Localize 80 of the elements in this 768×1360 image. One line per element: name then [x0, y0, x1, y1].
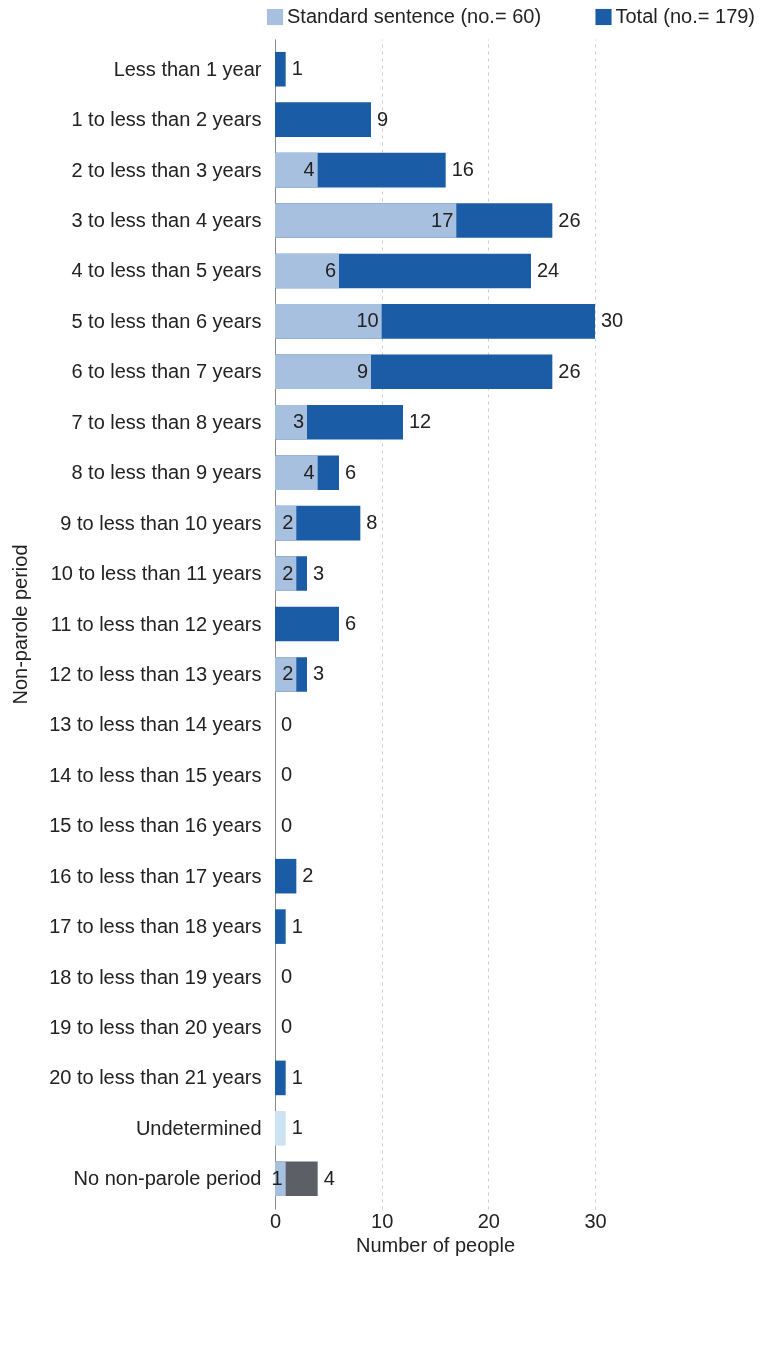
- y-axis-title: Non-parole period: [8, 544, 31, 705]
- data-label: 4: [303, 158, 315, 181]
- y-tick-label: 20 to less than 21 years: [49, 1066, 262, 1089]
- x-tick-label: 0: [269, 1209, 282, 1232]
- data-label: 26: [558, 359, 581, 382]
- y-tick-label: 1 to less than 2 years: [71, 108, 262, 131]
- bar: [275, 455, 318, 490]
- bar: [275, 102, 371, 137]
- bar: [275, 858, 297, 894]
- data-label: 6: [345, 612, 357, 634]
- data-label: 3: [313, 662, 325, 685]
- data-label: 30: [601, 309, 624, 332]
- x-tick-label: 10: [371, 1209, 394, 1232]
- legend-label: Total (no.= 179): [615, 5, 756, 27]
- x-tick-label: 20: [477, 1209, 500, 1232]
- data-label: 0: [281, 763, 293, 786]
- data-label: 1: [291, 57, 303, 80]
- legend-label: Standard sentence (no.= 60): [287, 5, 542, 27]
- data-label: 0: [281, 712, 293, 735]
- x-tick-label: 30: [584, 1209, 607, 1232]
- y-tick-label: Undetermined: [135, 1116, 262, 1139]
- bar: [275, 203, 457, 238]
- y-tick-label: 3 to less than 4 years: [71, 209, 262, 232]
- bar: [275, 354, 371, 390]
- data-label: 9: [377, 107, 389, 130]
- bar: [275, 909, 286, 944]
- y-tick-label: 2 to less than 3 years: [71, 158, 262, 181]
- y-tick-label: No non-parole period: [73, 1167, 262, 1190]
- data-label: 3: [292, 410, 304, 433]
- x-axis-title: Number of people: [356, 1233, 515, 1256]
- data-label: 6: [324, 258, 336, 281]
- data-label: 2: [282, 662, 294, 685]
- bar: [275, 1060, 286, 1096]
- y-tick-label: 11 to less than 12 years: [50, 612, 262, 635]
- y-tick-label: 16 to less than 17 years: [49, 864, 262, 887]
- y-tick-label: 4 to less than 5 years: [71, 259, 262, 282]
- y-tick-label: 13 to less than 14 years: [49, 713, 262, 736]
- bar: [275, 253, 339, 289]
- data-label: 0: [281, 965, 293, 988]
- y-tick-label: Less than 1 year: [113, 57, 262, 80]
- bar: [275, 404, 307, 440]
- y-tick-label: 14 to less than 15 years: [49, 763, 262, 786]
- bar: [275, 304, 382, 339]
- data-label: 1: [291, 914, 303, 937]
- data-label: 3: [313, 561, 325, 584]
- data-label: 1: [291, 1065, 303, 1088]
- y-tick-label: 7 to less than 8 years: [71, 410, 262, 433]
- y-tick-label: 19 to less than 20 years: [49, 1015, 262, 1038]
- bar: [275, 152, 318, 188]
- y-tick-label: 9 to less than 10 years: [60, 511, 262, 534]
- data-label: 2: [282, 561, 294, 584]
- data-label: 1: [271, 1166, 283, 1189]
- data-label: 0: [281, 1015, 293, 1038]
- y-tick-label: 5 to less than 6 years: [71, 309, 262, 332]
- data-label: 16: [451, 158, 474, 181]
- y-tick-label: 17 to less than 18 years: [49, 915, 262, 938]
- data-label: 6: [345, 460, 357, 483]
- data-label: 8: [366, 511, 378, 534]
- y-tick-label: 10 to less than 11 years: [50, 562, 262, 585]
- bar: [275, 606, 339, 642]
- data-label: 4: [323, 1166, 335, 1189]
- data-label: 9: [356, 359, 368, 382]
- y-tick-label: 8 to less than 9 years: [71, 461, 262, 484]
- data-label: 12: [409, 410, 432, 433]
- data-label: 4: [303, 460, 315, 483]
- bar: [275, 1161, 286, 1197]
- data-label: 2: [282, 511, 294, 534]
- y-tick-label: 6 to less than 7 years: [71, 360, 262, 383]
- data-label: 2: [302, 864, 314, 887]
- data-label: 17: [431, 208, 454, 231]
- data-label: 24: [537, 258, 560, 281]
- y-tick-label: 12 to less than 13 years: [49, 662, 262, 685]
- y-tick-label: 18 to less than 19 years: [49, 965, 262, 988]
- data-label: 26: [558, 208, 581, 231]
- data-label: 1: [291, 1116, 303, 1139]
- bar: [275, 51, 286, 87]
- bar: [275, 1111, 286, 1146]
- data-label: 10: [356, 309, 379, 332]
- data-label: 0: [281, 813, 293, 836]
- y-tick-label: 15 to less than 16 years: [49, 814, 262, 837]
